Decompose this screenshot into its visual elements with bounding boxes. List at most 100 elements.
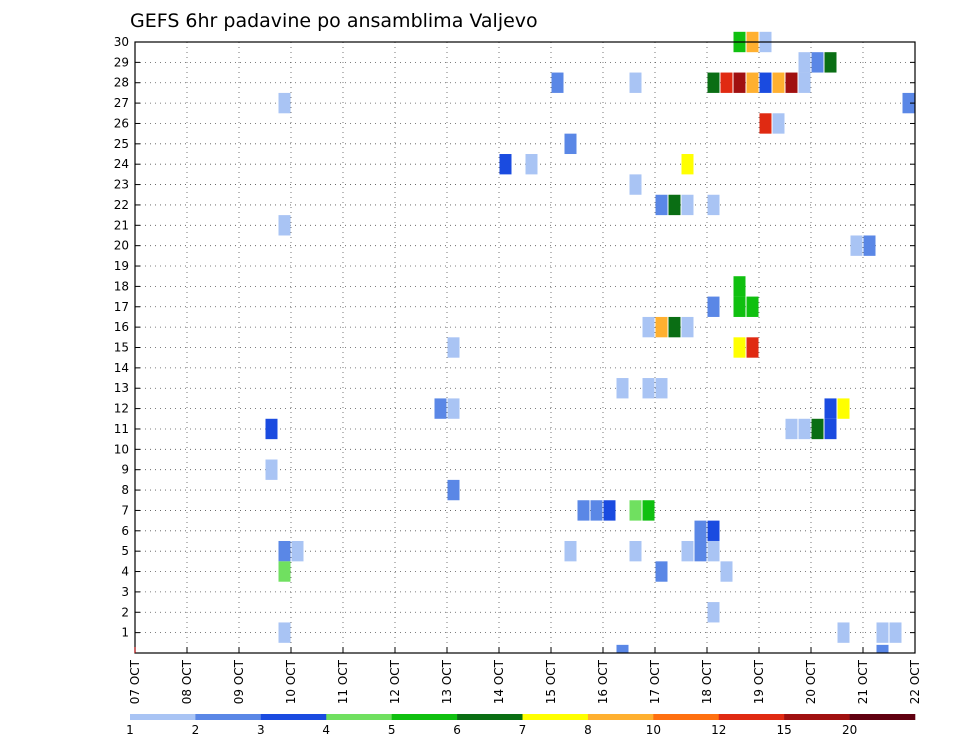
colorbar-swatch xyxy=(587,714,654,720)
heatmap-cell xyxy=(811,52,824,73)
heatmap-cell xyxy=(642,316,655,338)
colorbar-swatch xyxy=(849,714,916,720)
heatmap-cell xyxy=(733,72,746,93)
heatmap-cell xyxy=(694,520,707,541)
y-tick-label: 16 xyxy=(114,320,129,334)
heatmap-cell xyxy=(668,194,681,216)
y-tick-label: 20 xyxy=(114,239,129,253)
y-tick-label: 15 xyxy=(114,341,129,355)
x-tick-label: 15 OCT xyxy=(544,659,558,704)
x-tick-label: 17 OCT xyxy=(648,659,662,704)
y-tick-label: 9 xyxy=(121,463,129,477)
heatmap-cell xyxy=(278,622,291,643)
y-tick-label: 12 xyxy=(114,402,129,416)
x-tick-label: 13 OCT xyxy=(440,659,454,704)
x-tick-label: 08 OCT xyxy=(180,659,194,704)
heatmap-cell xyxy=(837,398,850,419)
y-tick-label: 2 xyxy=(121,605,129,619)
heatmap-cell xyxy=(278,540,291,562)
heatmap-cell xyxy=(746,72,759,93)
y-tick-label: 23 xyxy=(114,178,129,192)
y-tick-label: 1 xyxy=(121,626,129,640)
colorbar-swatch xyxy=(326,714,392,720)
y-tick-label: 8 xyxy=(121,483,129,497)
heatmap-cell xyxy=(447,479,460,501)
colorbar-label: 20 xyxy=(842,723,857,737)
y-tick-label: 22 xyxy=(114,198,129,212)
heatmap-cell xyxy=(863,235,876,256)
heatmap-cell xyxy=(278,215,291,236)
y-tick-label: 4 xyxy=(121,565,129,579)
colorbar-label: 8 xyxy=(584,723,592,737)
heatmap-cell xyxy=(746,337,759,358)
heatmap-cell xyxy=(889,622,902,643)
heatmap-cell xyxy=(772,113,785,134)
x-tick-label: 11 OCT xyxy=(336,659,350,704)
heatmap-cell xyxy=(837,622,850,643)
heatmap-cell xyxy=(707,540,720,562)
heatmap-cell xyxy=(629,500,642,521)
heatmap-cell xyxy=(525,154,538,175)
heatmap-cell xyxy=(902,92,915,114)
y-tick-label: 26 xyxy=(114,116,129,130)
heatmap-cell xyxy=(707,194,720,216)
x-tick-label: 20 OCT xyxy=(804,659,818,704)
colorbar-swatch xyxy=(653,714,720,720)
colorbar-swatch xyxy=(260,714,327,720)
colorbar-swatch xyxy=(522,714,589,720)
y-tick-label: 25 xyxy=(114,137,129,151)
y-tick-label: 10 xyxy=(114,442,129,456)
heatmap-cell xyxy=(655,378,668,399)
heatmap-cell xyxy=(642,500,655,521)
heatmap-cell xyxy=(707,602,720,623)
heatmap-cell xyxy=(681,316,694,338)
colorbar-label: 10 xyxy=(646,723,661,737)
heatmap-cell xyxy=(746,296,759,317)
y-tick-label: 18 xyxy=(114,279,129,293)
x-tick-label: 09 OCT xyxy=(232,659,246,704)
x-tick-label: 14 OCT xyxy=(492,659,506,704)
x-tick-label: 22 OCT xyxy=(908,659,922,704)
heatmap-cell xyxy=(668,316,681,338)
heatmap-cell xyxy=(681,154,694,175)
heatmap-cell xyxy=(759,72,772,93)
heatmap-cell xyxy=(655,194,668,216)
heatmap-cell xyxy=(811,418,824,440)
heatmap-cell xyxy=(733,296,746,317)
heatmap-cell xyxy=(876,644,889,653)
heatmap-cell xyxy=(551,72,564,93)
heatmap-cell xyxy=(447,337,460,358)
heatmap-cell xyxy=(642,378,655,399)
x-axis-ticks: 07 OCT 08 OCT 09 OCT 10 OCT 11 OCT 12 OCT 13 O… xyxy=(128,647,922,704)
colorbar-label: 4 xyxy=(322,723,330,737)
heatmap-cell xyxy=(824,398,837,419)
y-tick-label: 30 xyxy=(114,35,129,49)
x-tick-label: 18 OCT xyxy=(700,659,714,704)
heatmap-cell xyxy=(603,500,616,521)
heatmap-cell xyxy=(798,72,811,93)
heatmap-cell xyxy=(499,154,512,175)
x-tick-label: 16 OCT xyxy=(596,659,610,704)
colorbar-label: 6 xyxy=(453,723,461,737)
grid-lines xyxy=(135,41,915,653)
heatmap-cell xyxy=(616,644,629,653)
colorbar-label: 7 xyxy=(519,723,527,737)
x-tick-label: 12 OCT xyxy=(388,659,402,704)
heatmap-cell xyxy=(616,378,629,399)
y-tick-label: 27 xyxy=(114,96,129,110)
y-tick-label: 19 xyxy=(114,259,129,273)
heatmap-cell xyxy=(798,418,811,440)
chart-title: GEFS 6hr padavine po ansamblima Valjevo xyxy=(130,10,538,32)
heatmap-cell xyxy=(629,72,642,93)
y-tick-label: 6 xyxy=(121,524,129,538)
heatmap-cell xyxy=(681,540,694,562)
y-tick-label: 24 xyxy=(114,157,129,171)
y-tick-label: 13 xyxy=(114,381,129,395)
heatmap-cell xyxy=(720,72,733,93)
heatmap-cell xyxy=(278,92,291,114)
heatmap-cell xyxy=(681,194,694,216)
heatmap-cell xyxy=(785,418,798,440)
heatmap-cell xyxy=(265,418,278,440)
y-tick-label: 28 xyxy=(114,76,129,90)
